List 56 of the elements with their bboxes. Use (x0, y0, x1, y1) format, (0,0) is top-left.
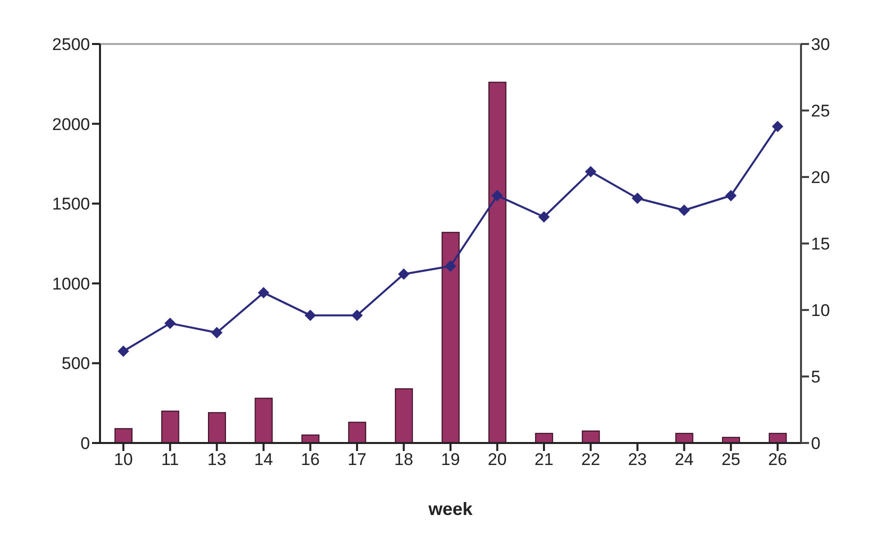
point (164, 318, 176, 329)
point (492, 190, 503, 202)
y2-tick-label: 15 (811, 234, 830, 254)
x-tick-label: 18 (394, 450, 414, 470)
bar (254, 398, 273, 443)
bar (768, 432, 787, 443)
point (678, 204, 690, 216)
point (725, 190, 736, 202)
bar (535, 432, 554, 443)
bar (582, 430, 600, 443)
y-tick-label: 500 (62, 354, 90, 374)
point (258, 287, 270, 298)
x-tick-label: 24 (674, 450, 694, 470)
x-tick-label: 25 (721, 450, 740, 470)
bar (348, 422, 366, 443)
point (538, 211, 550, 222)
y-tick-label: 1500 (52, 194, 90, 214)
y-tick-label: 0 (80, 434, 90, 454)
bar (394, 388, 413, 443)
y-tick-label: 1000 (52, 274, 90, 294)
point (118, 346, 129, 357)
bar (488, 82, 506, 443)
x-tick-label: 19 (441, 450, 460, 470)
bar (208, 412, 226, 443)
x-tick-label: 11 (161, 450, 179, 470)
x-tick-label: 21 (534, 450, 554, 470)
bar (161, 410, 180, 443)
point (352, 310, 363, 321)
x-tick-label: 20 (488, 450, 507, 470)
y-tick-label: 2500 (52, 35, 90, 54)
point (632, 192, 643, 204)
y2-tick-label: 5 (811, 368, 820, 387)
y2-tick-label: 10 (811, 301, 830, 320)
bar (114, 428, 132, 443)
point (398, 268, 410, 280)
x-tick-label: 14 (254, 450, 274, 470)
point (772, 120, 784, 132)
x-tick-label: 22 (581, 450, 600, 470)
point (211, 327, 222, 338)
point (304, 310, 316, 321)
point (585, 166, 596, 178)
x-tick-label: 13 (207, 450, 226, 470)
bar (442, 232, 460, 443)
y2-tick-label: 25 (811, 102, 830, 121)
bar (675, 432, 694, 443)
x-tick-label: 10 (114, 450, 133, 470)
y2-tick-label: 0 (811, 434, 820, 454)
y2-tick-label: 20 (811, 168, 830, 188)
x-axis-title: week (427, 499, 474, 519)
x-tick-label: 16 (300, 450, 320, 470)
x-tick-label: 17 (348, 450, 366, 470)
y2-tick-label: 30 (811, 35, 830, 54)
x-tick-label: 26 (768, 450, 788, 470)
point (445, 260, 456, 272)
y-tick-label: 2000 (52, 114, 90, 134)
x-tick-label: 23 (628, 450, 647, 470)
